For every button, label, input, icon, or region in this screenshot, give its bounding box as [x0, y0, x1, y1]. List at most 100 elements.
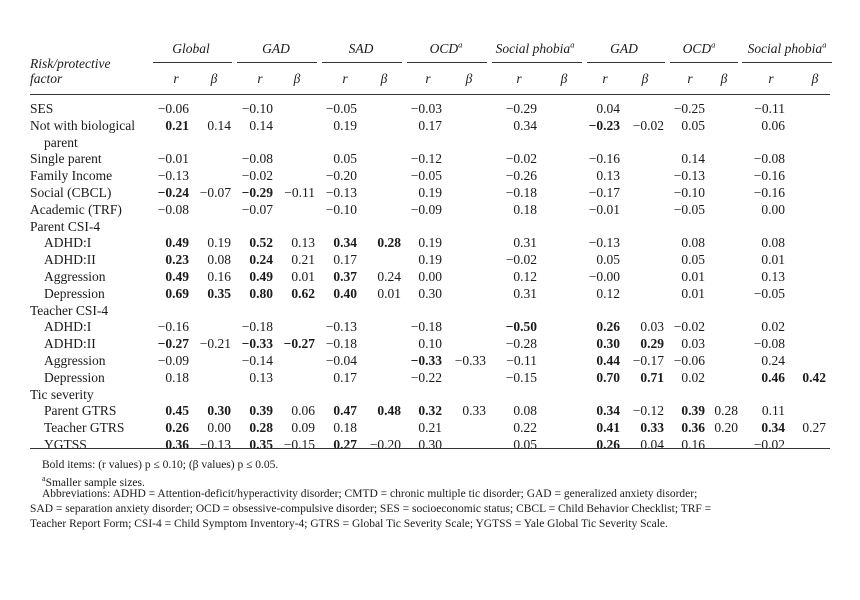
r-value-cell: −0.20	[325, 168, 357, 184]
column-group-rule	[742, 62, 832, 63]
row-label: Parent GTRS	[44, 403, 117, 419]
r-value-cell: 0.44	[596, 353, 620, 368]
r-value-cell: −0.33	[410, 353, 442, 368]
row-label: Tic severity	[30, 386, 94, 402]
r-value-cell: −0.16	[157, 319, 189, 335]
r-value-cell: −0.22	[410, 369, 442, 385]
r-value-cell: −0.13	[325, 185, 357, 200]
r-value-cell: 0.37	[333, 269, 357, 284]
r-value-cell: 0.41	[596, 420, 620, 436]
r-value-cell: 0.02	[761, 319, 785, 335]
bottom-divider	[30, 448, 830, 449]
column-group-label: SAD	[348, 41, 374, 56]
note-superscript: a	[42, 474, 46, 483]
risk-factor-header-line1: Risk/protective	[30, 56, 111, 71]
r-value-cell: 0.05	[681, 252, 705, 268]
beta-value-cell: 0.33	[462, 403, 486, 419]
column-group-header: GAD	[564, 41, 684, 57]
r-value-cell: −0.25	[673, 101, 705, 116]
bold-note-text: Bold items: (r values) p ≤ 0.10; (β valu…	[42, 459, 279, 471]
r-value-cell: −0.02	[673, 319, 705, 335]
r-value-cell: −0.18	[241, 319, 273, 335]
beta-value-cell: 0.08	[207, 252, 231, 268]
subheader-r: r	[173, 71, 179, 86]
r-value-cell: 0.49	[165, 269, 189, 284]
column-group-rule	[492, 62, 582, 63]
r-value-cell: 0.70	[596, 369, 620, 385]
r-value-cell: 0.10	[418, 336, 442, 352]
r-value-cell: −0.09	[157, 353, 189, 368]
column-group-label: GAD	[262, 41, 290, 56]
beta-value-cell: 0.01	[377, 285, 401, 301]
r-value-cell: −0.08	[157, 201, 189, 217]
subheader-r: r	[516, 71, 522, 86]
column-group-rule	[670, 62, 738, 63]
r-value-cell: −0.05	[673, 201, 705, 217]
subheader-beta: β	[465, 71, 473, 86]
r-value-cell: −0.08	[241, 151, 273, 167]
r-value-cell: −0.13	[325, 319, 357, 335]
r-value-cell: 0.08	[761, 235, 785, 251]
r-value-cell: −0.06	[673, 353, 705, 368]
column-group-label: Global	[172, 41, 210, 56]
r-value-cell: 0.69	[165, 285, 189, 301]
r-value-cell: 0.24	[249, 252, 273, 268]
r-value-cell: −0.14	[241, 353, 273, 368]
beta-value-cell: −0.17	[632, 353, 664, 368]
r-value-cell: −0.06	[157, 101, 189, 116]
column-group-superscript: a	[570, 39, 575, 50]
r-value-cell: −0.07	[241, 201, 273, 217]
subheader-beta: β	[811, 71, 819, 86]
column-group-label: OCD	[682, 41, 712, 56]
r-value-cell: −0.13	[673, 168, 705, 184]
row-label: Academic (TRF)	[30, 201, 122, 217]
beta-value-cell: 0.33	[640, 420, 664, 436]
r-value-cell: 0.08	[681, 235, 705, 251]
r-value-cell: −0.02	[241, 168, 273, 184]
beta-value-cell: 0.71	[640, 369, 664, 385]
r-value-cell: 0.01	[681, 285, 705, 301]
abbreviations-line-3: Teacher Report Form; CSI-4 = Child Sympt…	[30, 518, 668, 530]
beta-value-cell: 0.00	[207, 420, 231, 436]
column-group-superscript: a	[822, 39, 827, 50]
row-label: Social (CBCL)	[30, 185, 112, 200]
r-value-cell: −0.18	[325, 336, 357, 352]
r-value-cell: −0.05	[410, 168, 442, 184]
column-group-header: GAD	[216, 41, 336, 57]
top-divider	[30, 94, 830, 95]
r-value-cell: −0.29	[241, 185, 273, 200]
r-value-cell: −0.33	[241, 336, 273, 352]
r-value-cell: −0.11	[754, 101, 785, 116]
column-group-header: OCDa	[386, 40, 506, 57]
bold-note: Bold items: (r values) p ≤ 0.10; (β valu…	[42, 458, 278, 472]
r-value-cell: −0.29	[505, 101, 537, 116]
row-label: Single parent	[30, 151, 102, 167]
beta-value-cell: 0.35	[207, 285, 231, 301]
r-value-cell: 0.21	[418, 420, 442, 436]
r-value-cell: 0.00	[761, 201, 785, 217]
r-value-cell: 0.05	[513, 437, 537, 452]
beta-value-cell: 0.30	[207, 403, 231, 419]
r-value-cell: 0.34	[761, 420, 785, 436]
beta-value-cell: −0.27	[283, 336, 315, 352]
r-value-cell: −0.27	[157, 336, 189, 352]
r-value-cell: 0.32	[418, 403, 442, 419]
column-group-header: OCDa	[639, 40, 759, 57]
subheader-beta: β	[641, 71, 649, 86]
r-value-cell: −0.08	[753, 336, 785, 352]
r-value-cell: 0.45	[165, 403, 189, 419]
r-value-cell: 0.19	[333, 117, 357, 133]
row-label: ADHD:I	[44, 235, 92, 251]
beta-value-cell: 0.27	[802, 420, 826, 436]
beta-value-cell: 0.13	[291, 235, 315, 251]
row-label: Not with biological	[30, 117, 135, 133]
r-value-cell: 0.19	[418, 252, 442, 268]
row-label: Aggression	[44, 353, 106, 368]
beta-value-cell: 0.21	[291, 252, 315, 268]
r-value-cell: 0.05	[333, 151, 357, 167]
column-group-label: OCD	[429, 41, 459, 56]
beta-value-cell: −0.02	[632, 117, 664, 133]
beta-value-cell: 0.09	[291, 420, 315, 436]
subheader-beta: β	[293, 71, 301, 86]
row-label: Family Income	[30, 168, 113, 184]
